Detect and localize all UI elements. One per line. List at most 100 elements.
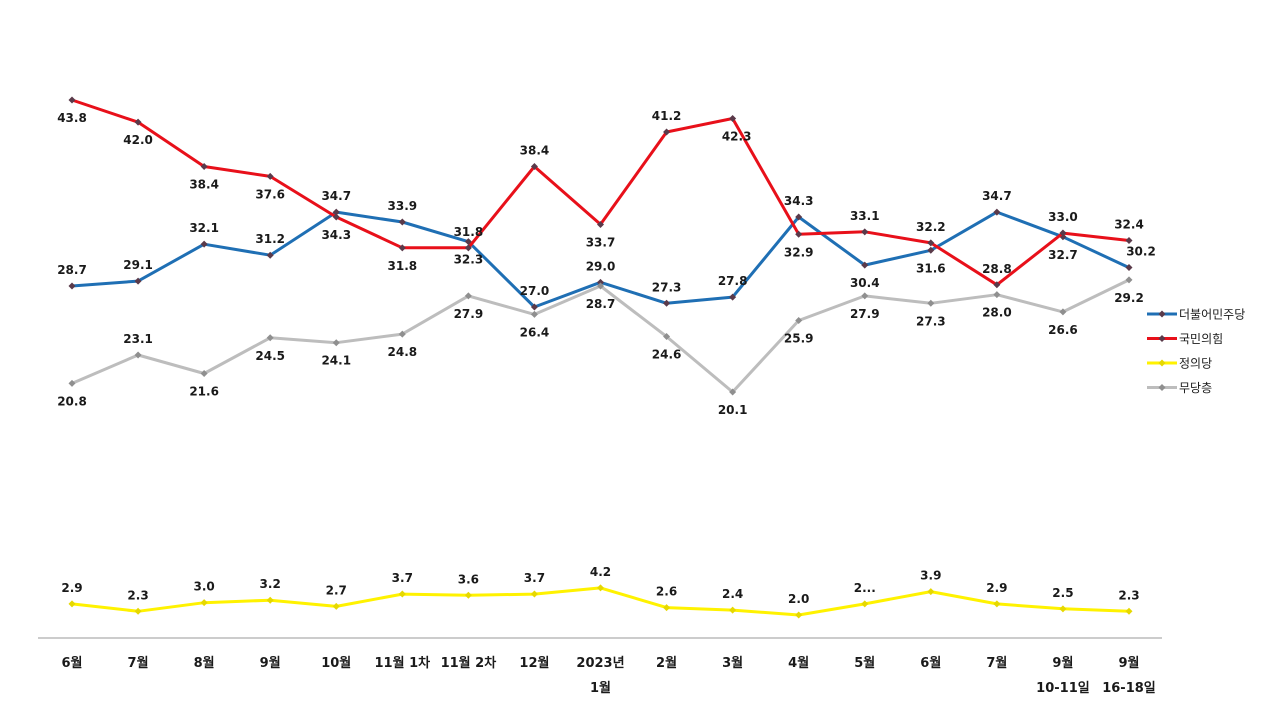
- data-label-democratic: 30.4: [850, 276, 880, 290]
- data-label-justice: 2.5: [1052, 586, 1073, 600]
- data-point-independent: [530, 310, 538, 318]
- x-tick-label: 10-11일: [1036, 681, 1090, 696]
- data-point-justice: [1059, 605, 1067, 613]
- data-label-independent: 20.8: [57, 394, 87, 408]
- legend-marker: [1158, 384, 1166, 391]
- data-point-democratic: [266, 251, 274, 259]
- data-point-ppp: [597, 220, 604, 228]
- data-point-independent: [68, 379, 76, 387]
- data-label-ppp: 32.4: [1114, 217, 1144, 231]
- data-label-democratic: 32.1: [189, 221, 219, 235]
- data-label-ppp: 38.4: [520, 144, 550, 158]
- data-point-justice: [464, 591, 472, 599]
- data-label-independent: 24.1: [321, 354, 351, 368]
- data-point-democratic: [663, 299, 671, 307]
- data-label-justice: 2.3: [127, 588, 148, 602]
- data-label-democratic: 29.1: [123, 258, 153, 272]
- x-tick-label: 11월 1차: [375, 655, 431, 671]
- data-label-justice: 3.9: [920, 569, 941, 583]
- data-label-democratic: 32.7: [1048, 248, 1078, 262]
- x-tick-label: 9월: [260, 655, 281, 671]
- data-point-ppp: [134, 118, 142, 126]
- x-tick-label: 11월 2차: [441, 655, 497, 671]
- data-point-democratic: [795, 213, 803, 221]
- data-label-ppp: 33.0: [1048, 210, 1078, 224]
- data-label-ppp: 33.1: [850, 209, 880, 223]
- data-label-ppp: 38.4: [189, 178, 219, 192]
- data-point-justice: [200, 599, 208, 607]
- data-point-justice: [398, 590, 406, 598]
- data-point-ppp: [464, 244, 472, 252]
- data-point-independent: [134, 351, 142, 359]
- data-point-independent: [927, 299, 935, 307]
- x-tick-label: 9월: [1118, 655, 1139, 671]
- data-label-democratic: 28.7: [57, 263, 87, 277]
- data-point-ppp: [861, 228, 869, 236]
- data-point-justice: [729, 606, 737, 614]
- data-point-justice: [134, 607, 142, 615]
- data-label-ppp: 34.3: [321, 228, 351, 242]
- data-point-democratic: [398, 218, 406, 226]
- data-label-ppp: 33.7: [586, 235, 616, 249]
- data-point-justice: [927, 588, 935, 596]
- data-label-ppp: 28.8: [982, 262, 1012, 276]
- data-point-justice: [1125, 607, 1133, 615]
- data-label-democratic: 29.0: [586, 259, 616, 273]
- data-point-independent: [729, 388, 737, 396]
- data-label-independent: 26.4: [520, 325, 550, 339]
- data-point-justice: [861, 600, 869, 608]
- data-label-independent: 27.9: [850, 307, 880, 321]
- x-tick-label: 5월: [854, 655, 875, 671]
- x-tick-label: 9월: [1052, 655, 1073, 671]
- data-label-democratic: 31.6: [916, 261, 946, 275]
- data-label-justice: 2.3: [1118, 588, 1139, 602]
- data-point-ppp: [729, 114, 737, 122]
- data-label-justice: 2.6: [656, 585, 677, 599]
- data-point-independent: [795, 317, 803, 325]
- x-tick-label: 2월: [656, 655, 677, 671]
- data-label-justice: 3.7: [524, 571, 545, 585]
- data-point-ppp: [993, 281, 1001, 289]
- data-label-independent: 21.6: [189, 385, 219, 399]
- legend-label: 정의당: [1179, 357, 1212, 371]
- data-point-independent: [398, 330, 406, 338]
- data-label-democratic: 33.9: [388, 199, 418, 213]
- data-label-independent: 20.1: [718, 403, 748, 417]
- data-point-independent: [332, 339, 340, 347]
- data-label-justice: 2...: [854, 581, 876, 595]
- data-label-justice: 3.0: [193, 580, 214, 594]
- data-label-justice: 2.0: [788, 592, 809, 606]
- data-label-democratic: 27.0: [520, 284, 550, 298]
- data-label-justice: 3.7: [392, 571, 413, 585]
- data-label-independent: 23.1: [123, 332, 153, 346]
- legend-marker: [1158, 310, 1166, 318]
- data-point-ppp: [530, 163, 538, 171]
- x-tick-label: 12월: [519, 655, 549, 671]
- data-point-democratic: [332, 208, 340, 216]
- data-label-ppp: 37.6: [255, 187, 285, 201]
- data-label-ppp: 31.8: [388, 259, 418, 273]
- x-tick-label: 6월: [61, 655, 82, 671]
- data-point-independent: [464, 292, 472, 300]
- data-label-ppp: 31.8: [454, 225, 484, 239]
- legend-marker: [1158, 335, 1166, 342]
- data-label-independent: 24.8: [388, 345, 418, 359]
- data-point-justice: [597, 584, 604, 592]
- legend-label: 더불어민주당: [1179, 308, 1245, 322]
- data-point-justice: [663, 604, 671, 612]
- data-label-ppp: 41.2: [652, 109, 682, 123]
- data-label-independent: 28.0: [982, 306, 1012, 320]
- x-tick-label: 10월: [321, 655, 351, 671]
- data-point-ppp: [927, 239, 935, 247]
- data-label-independent: 27.9: [454, 307, 484, 321]
- data-point-democratic: [993, 208, 1001, 216]
- data-label-independent: 26.6: [1048, 323, 1078, 337]
- data-point-democratic: [1125, 264, 1133, 272]
- data-point-democratic: [597, 278, 604, 286]
- data-label-independent: 27.3: [916, 314, 946, 328]
- data-point-justice: [530, 590, 538, 598]
- data-label-justice: 3.6: [458, 572, 479, 586]
- data-label-independent: 24.6: [652, 348, 682, 362]
- series-line-ppp: [71, 98, 1130, 287]
